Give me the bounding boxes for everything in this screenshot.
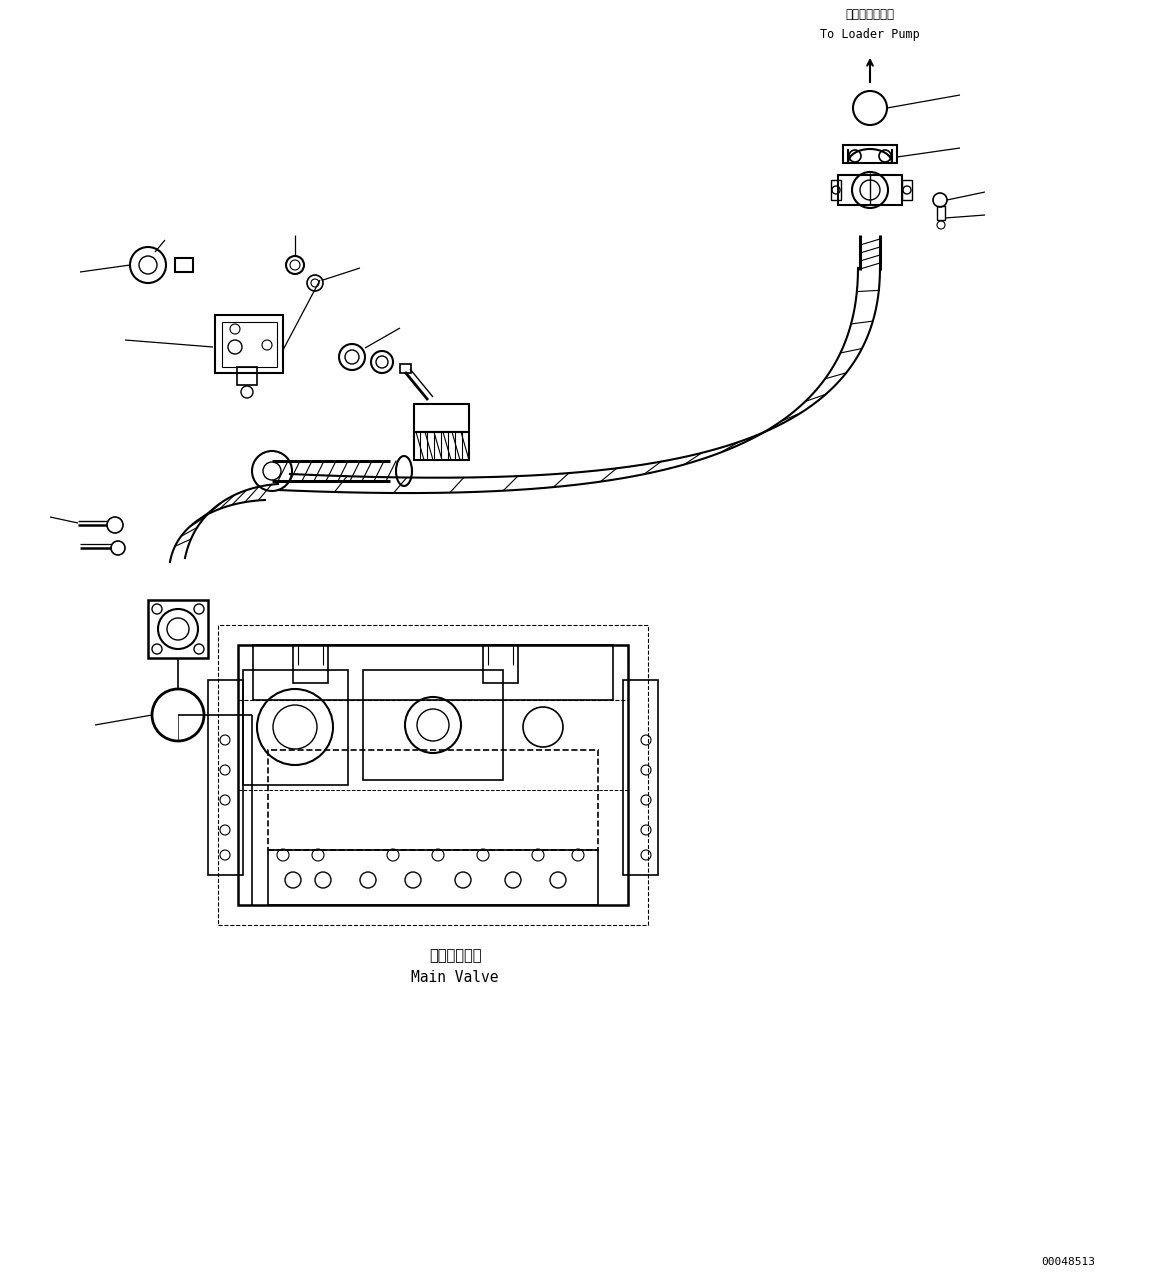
Bar xyxy=(293,646,328,683)
Bar xyxy=(238,646,628,700)
Bar xyxy=(937,206,946,220)
Bar xyxy=(217,625,648,925)
Bar xyxy=(254,646,613,700)
Bar xyxy=(238,646,628,905)
Bar xyxy=(215,315,283,373)
Text: 00048513: 00048513 xyxy=(1041,1256,1096,1267)
Text: メインバルブ: メインバルブ xyxy=(429,948,481,963)
Text: Main Valve: Main Valve xyxy=(412,970,499,985)
Bar xyxy=(414,432,469,460)
Bar xyxy=(902,180,912,201)
Text: To Loader Pump: To Loader Pump xyxy=(820,28,920,41)
Bar xyxy=(623,680,658,874)
Bar xyxy=(243,670,348,784)
Bar xyxy=(174,258,193,273)
Bar xyxy=(832,180,841,201)
Bar xyxy=(843,145,897,163)
Bar xyxy=(237,367,257,385)
Bar xyxy=(148,601,208,658)
Bar xyxy=(208,680,243,874)
Bar xyxy=(839,175,902,204)
Bar xyxy=(267,850,598,905)
Bar xyxy=(400,364,411,373)
Text: ローダポンプへ: ローダポンプへ xyxy=(846,8,894,21)
Bar xyxy=(363,670,504,781)
Bar xyxy=(483,646,518,683)
Bar xyxy=(222,322,277,367)
Bar xyxy=(414,404,469,432)
Bar xyxy=(267,750,598,850)
